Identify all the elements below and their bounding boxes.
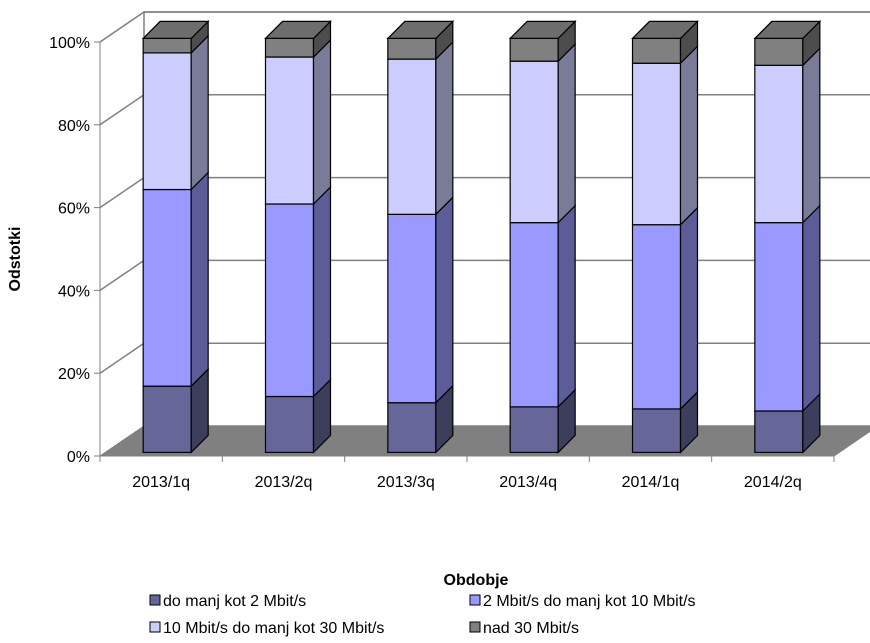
legend-item: 10 Mbit/s do manj kot 30 Mbit/s (149, 620, 384, 637)
bar-segment-top (386, 20, 455, 40)
bar-segment-top (631, 20, 699, 40)
legend-item: nad 30 Mbit/s (469, 620, 579, 637)
bar-segment-top (264, 20, 332, 40)
bar-segment (142, 188, 192, 387)
bar-stack (753, 19, 822, 454)
bar-stack (141, 19, 210, 454)
bar-segment (631, 408, 682, 453)
bar-segment (754, 222, 804, 412)
bar-stack (386, 19, 455, 454)
bar-segment-side (312, 38, 332, 206)
y-tick-label: 20% (58, 366, 90, 383)
bar-segment (142, 37, 192, 54)
bars (141, 19, 822, 454)
bar-segment (264, 395, 315, 454)
legend-swatch (469, 621, 481, 633)
bar-segment-side (679, 44, 699, 227)
bar-segment (631, 62, 682, 226)
legend-label: 2 Mbit/s do manj kot 10 Mbit/s (483, 593, 696, 610)
bar-segment (387, 402, 437, 454)
bar-segment (387, 213, 437, 404)
legend-label: do manj kot 2 Mbit/s (163, 593, 306, 610)
legend-label: nad 30 Mbit/s (483, 620, 579, 637)
bar-segment-top (508, 20, 577, 40)
x-tick-label: 2013/3q (377, 474, 435, 491)
bar-segment-side (557, 42, 576, 225)
x-tick-label: 2013/1q (132, 474, 190, 491)
bar-segment-side (802, 46, 821, 225)
y-tick-label: 100% (49, 35, 90, 52)
bar-segment (631, 37, 682, 64)
bar-stack (508, 19, 577, 454)
bar-segment (509, 60, 559, 224)
bar-stack (264, 19, 332, 454)
y-tick-label: 40% (58, 283, 90, 300)
x-tick-label: 2013/4q (499, 474, 557, 491)
legend-swatch (469, 594, 481, 606)
bar-segment-side (679, 206, 699, 411)
bar-segment (264, 37, 315, 58)
chart-side-wall (99, 11, 145, 457)
bar-segment (264, 203, 315, 398)
bar-segment (754, 37, 804, 66)
bar-segment-side (190, 171, 209, 388)
bar-segment-side (435, 40, 454, 216)
bar-segment (387, 58, 437, 215)
legend-item: 2 Mbit/s do manj kot 10 Mbit/s (469, 593, 696, 610)
bar-segment-side (312, 185, 332, 398)
y-axis-title: Odstotki (7, 227, 24, 292)
bar-segment (142, 52, 192, 191)
bar-segment (754, 64, 804, 224)
x-axis-title: Obdobje (444, 572, 509, 589)
bar-segment-side (190, 34, 209, 191)
bar-segment-side (435, 195, 454, 405)
legend: do manj kot 2 Mbit/s 2 Mbit/s do manj kot… (149, 593, 696, 637)
y-tick-label: 80% (58, 118, 90, 135)
y-axis-ticks: 0% 20% 40% 60% 80% 100% (49, 35, 101, 466)
legend-item: do manj kot 2 Mbit/s (149, 593, 306, 610)
y-tick-label: 0% (67, 449, 90, 466)
bar-segment (509, 406, 559, 453)
bar-stack (631, 19, 699, 454)
x-tick-label: 2014/2q (744, 474, 802, 491)
legend-swatch (149, 594, 161, 606)
legend-swatch (149, 621, 161, 633)
bar-segment (754, 410, 804, 454)
bar-segment-top (753, 20, 822, 40)
bar-segment (509, 222, 559, 408)
gridline (99, 11, 870, 43)
legend-label: 10 Mbit/s do manj kot 30 Mbit/s (163, 620, 384, 637)
bar-segment-top (141, 20, 210, 40)
bar-segment (264, 56, 315, 205)
bar-segment (142, 385, 192, 454)
x-axis-ticks: 2013/1q 2013/2q 2013/3q 2013/4q 2014/1q 2014/… (99, 455, 835, 491)
bar-segment (387, 37, 437, 60)
y-tick-label: 60% (58, 201, 90, 218)
bar-segment (509, 37, 559, 62)
bar-segment-side (557, 204, 576, 409)
x-tick-label: 2013/2q (255, 474, 313, 491)
bar-segment-side (802, 204, 821, 413)
x-tick-label: 2014/1q (622, 474, 680, 491)
bar-segment (631, 224, 682, 410)
